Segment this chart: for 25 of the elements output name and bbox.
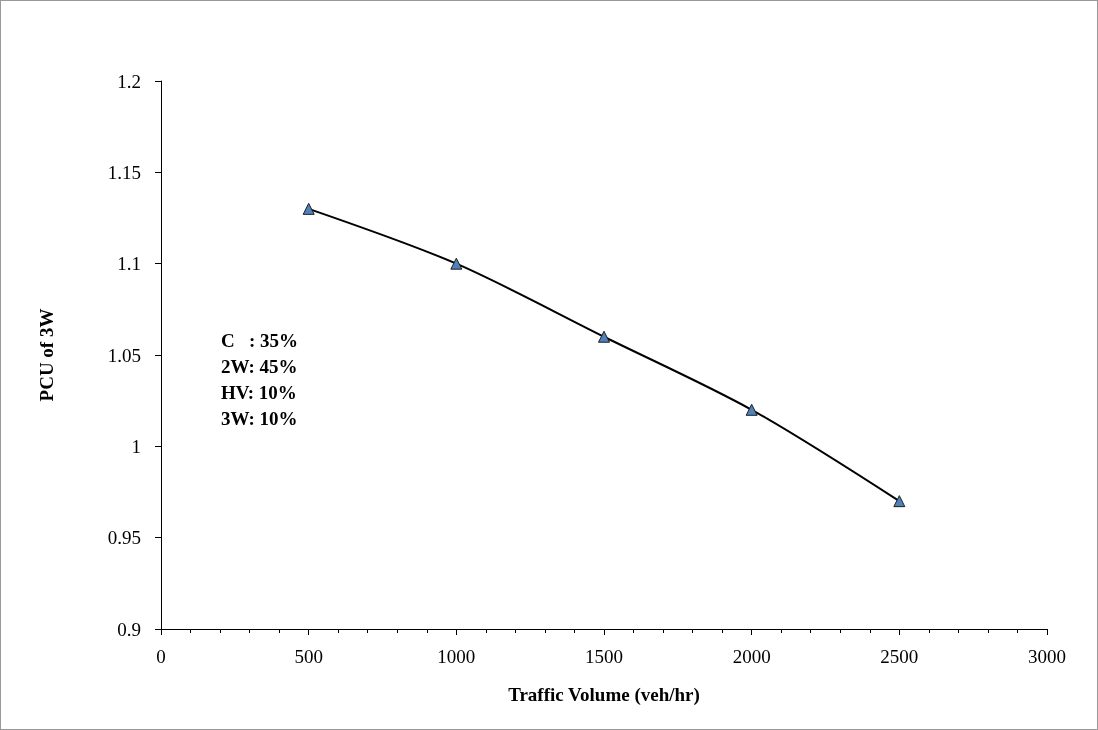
y-tick-label: 1 <box>131 435 141 457</box>
y-tick-label: 0.95 <box>107 527 141 549</box>
annotation: C : 35% <box>221 330 299 351</box>
x-tick-label: 2000 <box>732 646 771 667</box>
x-axis-title: Traffic Volume (veh/hr) <box>508 684 700 706</box>
x-tick-label: 3000 <box>1028 646 1066 667</box>
y-axis-title: PCU of 3W <box>36 308 57 402</box>
point <box>302 202 315 215</box>
annotation: HV: 10% <box>221 382 297 403</box>
x-tick-label: 1000 <box>437 646 476 667</box>
y-tick-label: 1.15 <box>107 161 141 183</box>
y-tick-label: 0.9 <box>117 618 141 640</box>
x-tick-label: 500 <box>294 646 323 667</box>
annotation: 2W: 45% <box>221 356 298 377</box>
point <box>450 257 463 270</box>
annotation: 3W: 10% <box>221 408 298 429</box>
point <box>893 495 906 508</box>
x-tick-label: 0 <box>156 646 166 667</box>
y-tick-label: 1.05 <box>107 344 141 366</box>
point <box>745 403 758 416</box>
x-tick-label: 2500 <box>880 646 919 667</box>
y-tick-label: 1.1 <box>117 253 141 275</box>
x-tick-label: 1500 <box>585 646 623 667</box>
point <box>598 330 610 343</box>
y-tick-label: 1.2 <box>117 70 141 92</box>
